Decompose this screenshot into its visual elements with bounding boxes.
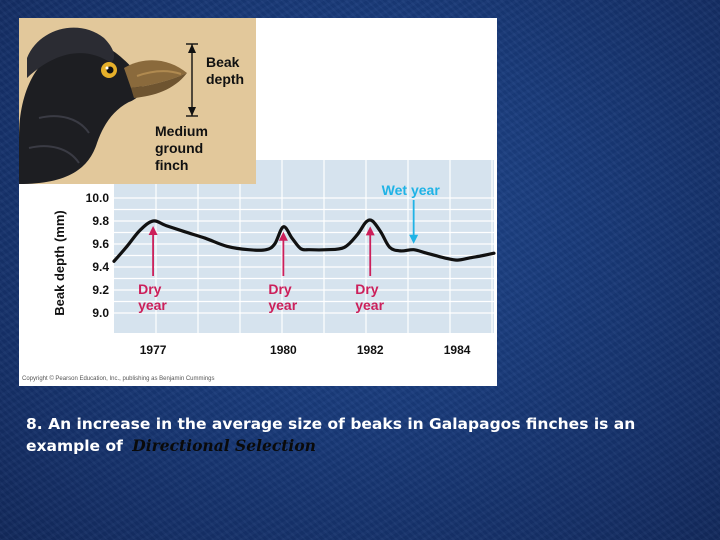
y-tick-label: 9.2	[92, 283, 109, 297]
beak-depth-indicator	[186, 43, 198, 117]
series-line-beak-depth	[112, 218, 496, 263]
copyright-notice: Copyright © Pearson Education, Inc., pub…	[22, 375, 215, 382]
y-axis-label: Beak depth (mm)	[52, 210, 67, 315]
caption-emphasis: Directional Selection	[132, 436, 316, 455]
y-tick-label: 10.0	[86, 191, 110, 205]
y-tick-label: 9.0	[92, 306, 109, 320]
dry-year-label: year	[355, 297, 384, 313]
x-tick-label: 1977	[140, 343, 167, 357]
dry-year-arrowhead	[148, 226, 158, 235]
caption: 8. An increase in the average size of be…	[26, 413, 706, 457]
x-tick-label: 1980	[270, 343, 297, 357]
dry-year-label: year	[268, 297, 297, 313]
dry-year-label: year	[138, 297, 167, 313]
finch-label-3: finch	[155, 157, 188, 173]
plot-area	[114, 160, 494, 333]
beak-depth-label-1: Beak	[206, 54, 240, 70]
dry-year-label: Dry	[138, 281, 162, 297]
finch-label-1: Medium	[155, 123, 208, 139]
finch-icon	[19, 27, 187, 184]
grid	[114, 160, 494, 333]
caption-text: 8. An increase in the average size of be…	[26, 415, 636, 455]
beak-depth-label-2: depth	[206, 71, 244, 87]
beak-depth-chart: Beak depth Medium ground finch Beak dept…	[19, 18, 496, 382]
y-tick-label: 9.6	[92, 237, 109, 251]
x-tick-labels: 1977 1980 1982 1984	[140, 343, 471, 357]
dry-year-label: Dry	[268, 281, 292, 297]
x-tick-label: 1982	[357, 343, 384, 357]
dry-year-arrowhead	[278, 231, 288, 241]
wet-year-arrowhead	[409, 234, 419, 244]
dry-year-arrowhead	[365, 226, 375, 236]
wet-year-label: Wet year	[382, 182, 441, 198]
dry-year-label: Dry	[355, 281, 379, 297]
y-tick-label: 9.4	[92, 260, 109, 274]
y-tick-label: 9.8	[92, 214, 109, 228]
finch-figure: Beak depth Medium ground finch Beak dept…	[19, 18, 497, 386]
x-tick-label: 1984	[444, 343, 471, 357]
finch-label-2: ground	[155, 140, 203, 156]
y-tick-labels: 10.0 9.8 9.6 9.4 9.2 9.0	[86, 191, 110, 320]
